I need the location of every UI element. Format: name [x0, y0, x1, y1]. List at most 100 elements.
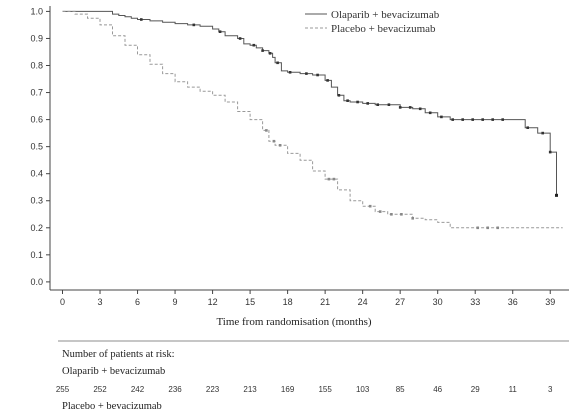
x-tick-label: 6 [135, 297, 140, 307]
risk-count-olaparib: 255 [56, 385, 70, 394]
censor-mark-olaparib [276, 61, 279, 65]
censor-mark-placebo [327, 177, 331, 181]
legend-label-olaparib: Olaparib + bevacizumab [331, 9, 440, 21]
censor-mark-olaparib [387, 103, 391, 106]
censor-mark-olaparib [305, 72, 308, 75]
survival-curves [62, 10, 563, 229]
censor-mark-olaparib [548, 150, 552, 154]
x-tick-label: 24 [358, 297, 368, 307]
censor-mark-olaparib [471, 118, 474, 121]
censor-mark-placebo [390, 213, 393, 216]
risk-count-olaparib: 3 [548, 385, 553, 394]
censor-mark-olaparib [192, 23, 196, 27]
risk-count-olaparib: 29 [471, 385, 480, 394]
censor-mark-olaparib [408, 106, 412, 109]
risk-count-olaparib: 213 [243, 385, 257, 394]
censor-mark-olaparib [238, 37, 242, 40]
censor-mark-olaparib [501, 118, 504, 121]
censor-mark-placebo [368, 204, 372, 208]
y-tick-label: 0.1 [30, 250, 43, 260]
censor-mark-placebo [332, 177, 336, 181]
censor-mark-olaparib [337, 94, 341, 97]
censor-mark-olaparib [526, 126, 529, 129]
risk-count-olaparib: 223 [206, 385, 220, 394]
x-tick-label: 3 [98, 297, 103, 307]
y-tick-label: 0.3 [30, 196, 43, 206]
x-axis-title: Time from randomisation (months) [216, 316, 371, 328]
censor-mark-olaparib [326, 79, 329, 82]
censor-mark-olaparib [554, 193, 558, 197]
x-tick-label: 30 [433, 297, 443, 307]
y-tick-label: 0.9 [30, 33, 43, 43]
risk-count-olaparib: 11 [509, 385, 518, 394]
censor-mark-placebo [378, 210, 382, 213]
x-tick-label: 33 [470, 297, 480, 307]
risk-table-title: Number of patients at risk: [62, 349, 175, 360]
y-tick-label: 0.7 [30, 88, 43, 98]
risk-count-olaparib: 85 [396, 385, 405, 394]
censor-mark-placebo [272, 139, 276, 143]
x-tick-label: 21 [320, 297, 330, 307]
censor-mark-olaparib [376, 103, 379, 106]
x-tick-label: 15 [245, 297, 255, 307]
censor-mark-olaparib [398, 106, 402, 109]
censor-mark-olaparib [288, 71, 292, 74]
censor-marks [140, 18, 558, 230]
x-tick-label: 27 [395, 297, 405, 307]
y-tick-label: 0.0 [30, 277, 43, 287]
censor-mark-olaparib [440, 115, 443, 119]
y-tick-label: 0.2 [30, 223, 43, 233]
censor-mark-olaparib [541, 131, 544, 135]
censor-mark-placebo [278, 144, 282, 147]
censor-mark-olaparib [218, 30, 222, 33]
y-tick-label: 0.6 [30, 115, 43, 125]
x-tick-label: 12 [208, 297, 218, 307]
censor-mark-olaparib [481, 118, 484, 121]
curve-placebo [62, 10, 563, 229]
risk-group-label-placebo: Placebo + bevacizumab [62, 401, 162, 412]
y-tick-label: 0.4 [30, 169, 43, 179]
censor-mark-placebo [476, 226, 479, 230]
risk-count-olaparib: 169 [281, 385, 295, 394]
censor-mark-olaparib [140, 18, 143, 21]
censor-mark-olaparib [268, 52, 272, 55]
x-tick-label: 36 [508, 297, 518, 307]
legend: Olaparib + bevacizumab Placebo + bevaciz… [305, 9, 440, 35]
censor-mark-placebo [265, 129, 268, 132]
risk-count-olaparib: 103 [356, 385, 370, 394]
censor-mark-placebo [411, 217, 414, 220]
x-tick-label: 39 [545, 297, 555, 307]
censor-mark-olaparib [366, 102, 369, 105]
curve-olaparib [62, 10, 557, 196]
censor-mark-olaparib [261, 49, 264, 52]
risk-count-olaparib: 155 [318, 385, 332, 394]
x-tick-label: 9 [173, 297, 178, 307]
x-tick-label: 18 [283, 297, 293, 307]
x-tick-label: 0 [60, 297, 65, 307]
censor-mark-olaparib [316, 73, 319, 77]
censor-mark-olaparib [461, 118, 464, 121]
censor-mark-olaparib [346, 99, 349, 102]
risk-row-olaparib: 255 252 242 236 223 213 169 155 103 85 46 29 11 3 [56, 385, 553, 394]
censor-mark-placebo [400, 213, 403, 216]
y-tick-label: 0.5 [30, 142, 43, 152]
censor-mark-olaparib [252, 43, 256, 47]
censor-mark-olaparib [356, 100, 359, 104]
censor-mark-olaparib [451, 118, 454, 121]
y-tick-label: 0.8 [30, 61, 43, 71]
risk-group-label-olaparib: Olaparib + bevacizumab [62, 366, 165, 377]
risk-count-olaparib: 46 [433, 385, 442, 394]
censor-mark-placebo [486, 226, 489, 230]
censor-mark-olaparib [428, 111, 432, 115]
x-axis: 0 3 6 9 12 15 18 21 24 27 30 33 36 39 [50, 289, 569, 307]
censor-mark-olaparib [418, 107, 422, 111]
censor-mark-placebo [496, 226, 499, 230]
legend-label-placebo: Placebo + bevacizumab [331, 23, 436, 35]
y-axis: 0.0 0.1 0.2 0.3 0.4 0.5 0.6 0.7 0.8 0.9 1.0 [30, 6, 51, 290]
y-tick-label: 1.0 [30, 6, 43, 16]
risk-count-olaparib: 242 [131, 385, 145, 394]
risk-count-olaparib: 236 [168, 385, 182, 394]
risk-count-olaparib: 252 [93, 385, 107, 394]
censor-mark-olaparib [491, 118, 494, 121]
